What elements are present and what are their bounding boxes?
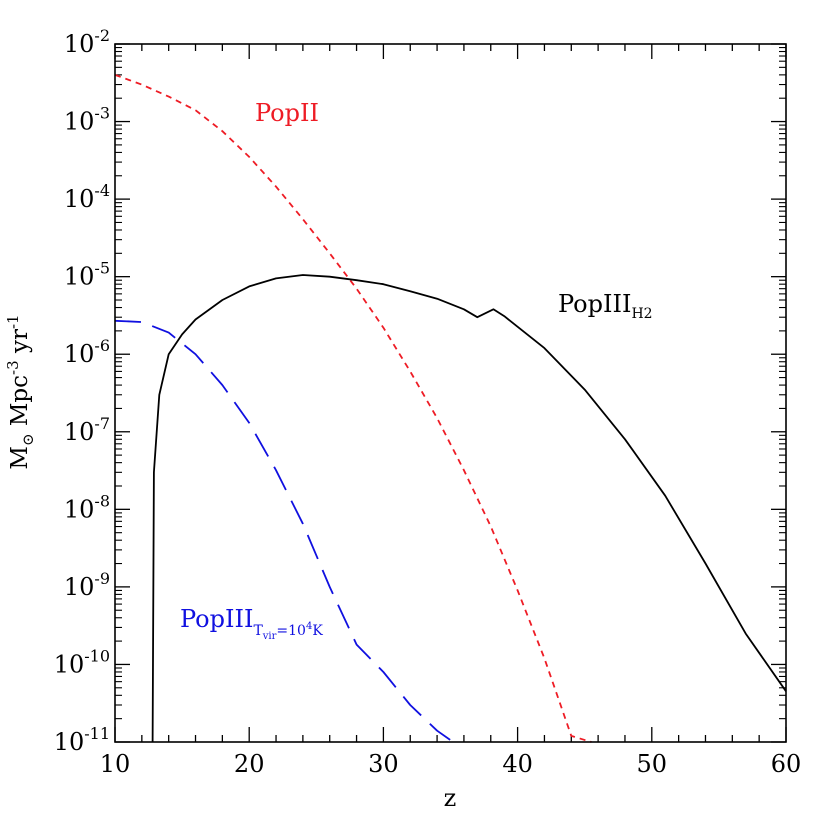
x-tick-label: 10: [100, 750, 131, 778]
series-line-popiii-h2: [151, 274, 787, 743]
minor-ticks: [115, 44, 786, 742]
series-layer: [114, 74, 787, 743]
y-tick-base: 10: [64, 185, 95, 213]
y-tick-base: 10: [64, 263, 95, 291]
y-tick-exponent: -2: [94, 26, 110, 45]
y-tick-label: 10-4: [64, 181, 110, 213]
x-tick-label: 20: [234, 750, 265, 778]
y-tick-exponent: -11: [84, 724, 110, 743]
y-tick-base: 10: [64, 418, 95, 446]
y-tick-exponent: -7: [94, 414, 110, 433]
y-tick-label: 10-6: [64, 336, 110, 368]
y-tick-exponent: -6: [94, 336, 110, 355]
y-tick-exponent: -10: [84, 646, 110, 665]
x-tick-labels: 10 20 30 40 50 60: [100, 750, 802, 778]
popii-label: PopII: [255, 99, 319, 127]
popiii-h2-main: PopIII: [558, 290, 631, 318]
y-tick-exponent: -8: [94, 491, 110, 510]
y-tick-exponent: -5: [94, 259, 110, 278]
y-tick-label: 10-9: [64, 569, 110, 601]
y-tick-exponent: -4: [94, 181, 110, 200]
y-tick-base: 10: [64, 495, 95, 523]
x-tick-label: 40: [502, 750, 533, 778]
y-tick-base: 10: [54, 650, 85, 678]
y-tick-label: 10-10: [54, 646, 110, 678]
popiii-h2-label: PopIIIH2: [558, 290, 653, 322]
popiii-tvir-main: PopIII: [180, 605, 253, 633]
x-tick-label: 30: [368, 750, 399, 778]
y-axis-part1-sup: -3: [4, 360, 22, 375]
y-tick-labels: 10-210-310-410-510-610-710-810-910-1010-…: [54, 26, 110, 756]
popiii-tvir-exp4: 4: [306, 621, 312, 632]
x-axis-title: z: [444, 784, 457, 812]
y-tick-base: 10: [64, 108, 95, 136]
series-line-popii: [114, 74, 592, 743]
y-tick-exponent: -3: [94, 104, 110, 123]
y-axis-part2: yr: [7, 329, 33, 360]
y-tick-exponent: -9: [94, 569, 110, 588]
y-axis-part2-sup: -1: [4, 314, 22, 329]
popiii-tvir-t: T: [253, 623, 263, 639]
y-tick-base: 10: [54, 728, 85, 756]
y-tick-label: 10-11: [54, 724, 110, 756]
y-tick-label: 10-8: [64, 491, 110, 523]
y-axis-unit-sub: ⊙: [19, 433, 37, 446]
y-tick-label: 10-2: [64, 26, 110, 58]
y-axis-part1: Mpc: [7, 375, 33, 433]
popiii-h2-sub: H2: [631, 306, 652, 322]
y-tick-base: 10: [64, 30, 95, 58]
popiii-tvir-k: K: [312, 623, 323, 639]
y-tick-label: 10-3: [64, 104, 110, 136]
y-tick-base: 10: [64, 573, 95, 601]
series-line-popiii-tvir-10-4k: [114, 319, 454, 743]
plot-frame: [114, 43, 787, 743]
popiii-tvir-vir: vir: [262, 631, 277, 642]
y-tick-base: 10: [64, 340, 95, 368]
y-tick-label: 10-7: [64, 414, 110, 446]
popiii-tvir-label: PopIIITvir=104K: [180, 605, 323, 642]
popiii-tvir-eq10: =10: [276, 623, 306, 639]
y-tick-label: 10-5: [64, 259, 110, 291]
y-axis-title: M⊙ Mpc-3 yr-1: [4, 314, 37, 469]
x-tick-label: 50: [637, 750, 668, 778]
x-tick-label: 60: [771, 750, 802, 778]
y-axis-unit: M: [7, 446, 33, 470]
